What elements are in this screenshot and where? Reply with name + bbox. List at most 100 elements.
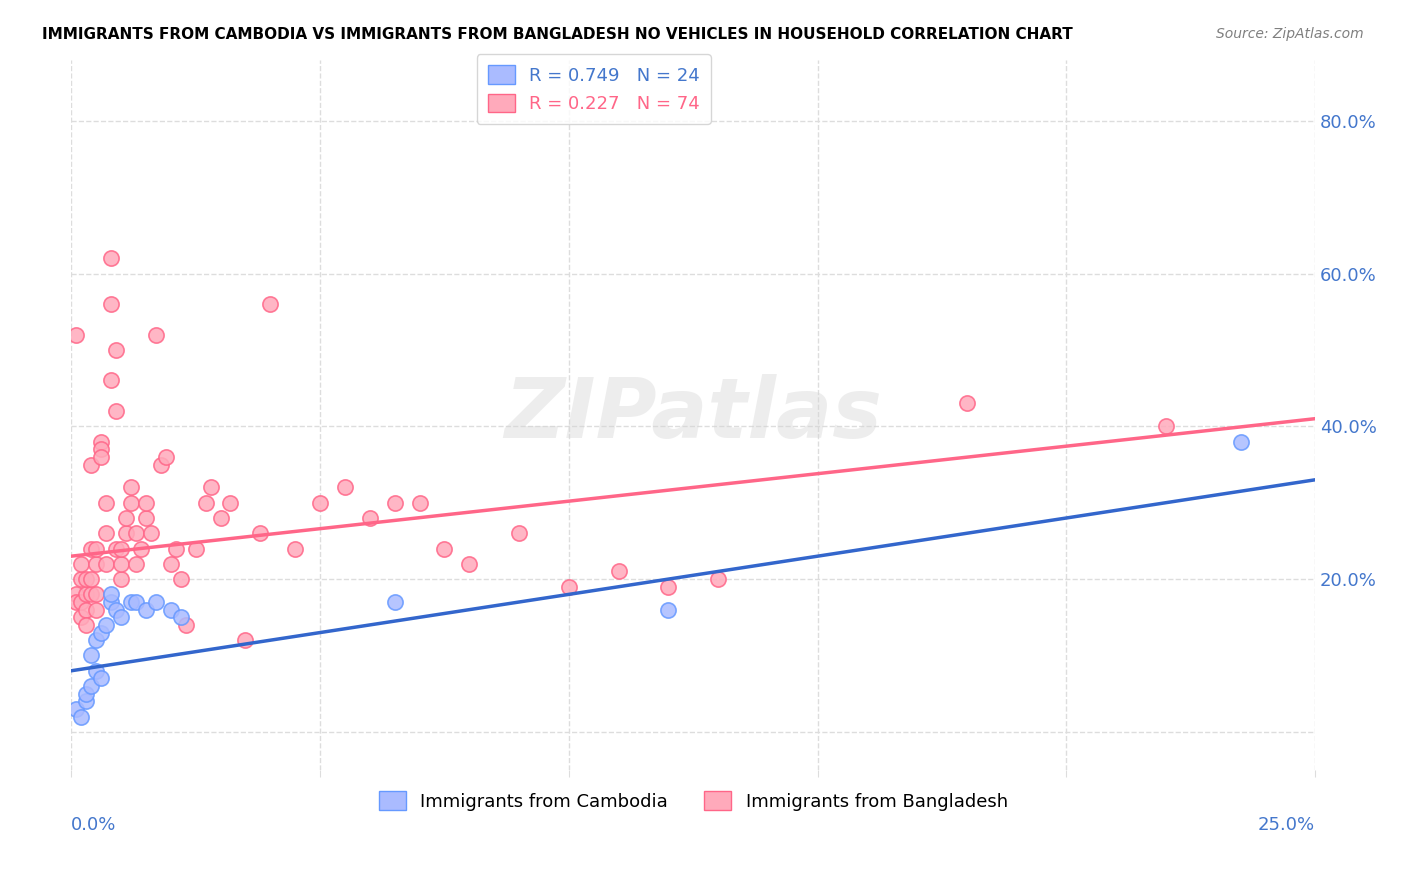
Point (558, 580, 581, 594)
Point (194, 496, 217, 510)
Point (120, 496, 142, 510)
Point (110, 610, 132, 624)
Point (309, 496, 332, 510)
Point (90, 434, 112, 449)
Point (219, 496, 242, 510)
Point (115, 526, 138, 541)
Point (80, 458, 103, 472)
Point (1229, 434, 1251, 449)
Point (65, 327, 87, 342)
Point (135, 602, 157, 616)
Point (65, 595, 87, 609)
Point (75, 587, 97, 601)
Point (135, 496, 157, 510)
Point (90, 442, 112, 457)
Point (145, 327, 167, 342)
Point (110, 541, 132, 556)
Point (184, 541, 207, 556)
Point (110, 557, 132, 571)
Point (90, 625, 112, 640)
Point (1154, 419, 1177, 434)
Point (235, 633, 257, 648)
Point (284, 541, 307, 556)
Point (80, 679, 103, 693)
Point (200, 480, 222, 494)
Point (174, 618, 197, 632)
Point (100, 587, 122, 601)
Point (508, 526, 530, 541)
Text: 0.0%: 0.0% (72, 816, 117, 834)
Point (105, 602, 128, 616)
Point (607, 565, 630, 579)
Point (80, 541, 103, 556)
Point (75, 618, 97, 632)
Point (125, 557, 148, 571)
Point (70, 595, 93, 609)
Legend: Immigrants from Cambodia, Immigrants from Bangladesh: Immigrants from Cambodia, Immigrants fro… (371, 784, 1015, 818)
Point (657, 602, 679, 616)
Point (458, 557, 481, 571)
Point (139, 526, 162, 541)
Point (94, 526, 117, 541)
Point (149, 458, 172, 472)
Point (70, 709, 93, 723)
Point (105, 343, 128, 357)
Point (408, 496, 430, 510)
Point (159, 557, 181, 571)
Point (120, 480, 142, 494)
Point (115, 511, 138, 525)
Point (84, 541, 107, 556)
Point (75, 687, 97, 701)
Point (100, 595, 122, 609)
Point (75, 602, 97, 616)
Point (70, 557, 93, 571)
Point (105, 541, 128, 556)
Point (145, 595, 167, 609)
Point (359, 511, 381, 525)
Point (209, 511, 232, 525)
Point (333, 480, 356, 494)
Point (159, 602, 181, 616)
Point (110, 572, 132, 586)
Point (433, 541, 456, 556)
Point (100, 297, 122, 311)
Point (129, 541, 152, 556)
Point (100, 251, 122, 265)
Text: IMMIGRANTS FROM CAMBODIA VS IMMIGRANTS FROM BANGLADESH NO VEHICLES IN HOUSEHOLD : IMMIGRANTS FROM CAMBODIA VS IMMIGRANTS F… (42, 27, 1073, 42)
Point (84, 664, 107, 678)
Text: 25.0%: 25.0% (1258, 816, 1315, 834)
Point (65, 702, 87, 716)
Point (120, 595, 142, 609)
Point (70, 572, 93, 586)
Point (70, 610, 93, 624)
Point (170, 572, 193, 586)
Point (94, 618, 117, 632)
Point (90, 450, 112, 464)
Point (90, 672, 112, 686)
Point (657, 580, 679, 594)
Point (100, 374, 122, 388)
Point (170, 610, 193, 624)
Point (80, 648, 103, 663)
Text: Source: ZipAtlas.com: Source: ZipAtlas.com (1216, 27, 1364, 41)
Point (125, 595, 148, 609)
Point (384, 496, 406, 510)
Point (105, 404, 128, 418)
Point (84, 602, 107, 616)
Point (94, 496, 117, 510)
Point (249, 526, 271, 541)
Point (94, 557, 117, 571)
Point (80, 587, 103, 601)
Point (259, 297, 281, 311)
Point (956, 396, 979, 410)
Point (384, 595, 406, 609)
Point (707, 572, 730, 586)
Point (80, 572, 103, 586)
Point (84, 557, 107, 571)
Point (84, 587, 107, 601)
Point (135, 511, 157, 525)
Text: ZIPatlas: ZIPatlas (505, 375, 882, 455)
Point (75, 694, 97, 708)
Point (165, 541, 187, 556)
Point (75, 572, 97, 586)
